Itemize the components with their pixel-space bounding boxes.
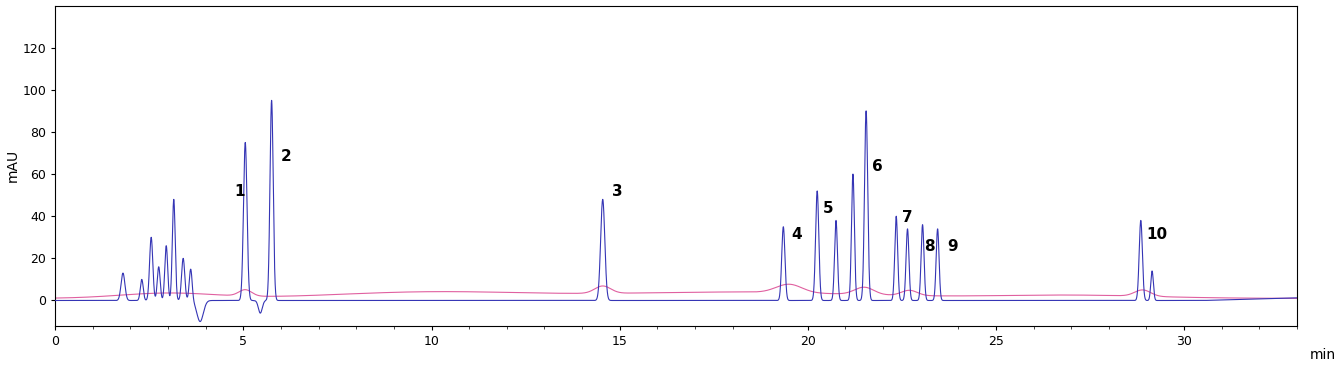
Text: 7: 7 (902, 210, 912, 224)
Text: min: min (1310, 348, 1335, 362)
Y-axis label: mAU: mAU (5, 149, 20, 182)
Text: 8: 8 (924, 239, 935, 254)
Text: 10: 10 (1146, 227, 1168, 242)
Text: 9: 9 (947, 239, 957, 254)
Text: 6: 6 (872, 159, 882, 174)
Text: 2: 2 (281, 149, 292, 164)
Text: 5: 5 (823, 201, 833, 216)
Text: 3: 3 (612, 184, 623, 199)
Text: 1: 1 (234, 184, 245, 199)
Text: 4: 4 (791, 227, 802, 242)
